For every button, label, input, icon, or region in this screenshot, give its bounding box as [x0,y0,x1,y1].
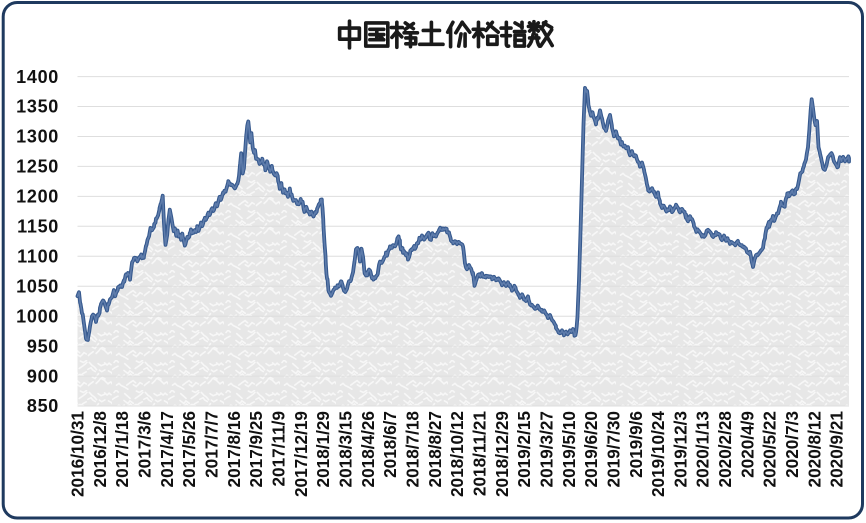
svg-text:2017/8/16: 2017/8/16 [224,411,244,487]
svg-text:2019/2/15: 2019/2/15 [514,411,534,488]
svg-text:2017/12/19: 2017/12/19 [291,411,311,497]
svg-text:2020/8/12: 2020/8/12 [804,411,824,487]
svg-text:2020/4/9: 2020/4/9 [737,411,757,478]
svg-text:2017/11/9: 2017/11/9 [269,411,289,487]
svg-text:2019/5/10: 2019/5/10 [559,411,579,487]
svg-text:1250: 1250 [16,157,59,177]
svg-text:2018/10/12: 2018/10/12 [447,411,467,497]
svg-text:1150: 1150 [17,217,59,237]
svg-text:2018/7/18: 2018/7/18 [402,411,422,488]
svg-text:2020/5/22: 2020/5/22 [760,411,780,487]
svg-text:2017/1/18: 2017/1/18 [112,411,132,488]
svg-text:1400: 1400 [16,67,59,87]
svg-text:2016/12/8: 2016/12/8 [90,411,110,488]
svg-text:1200: 1200 [16,187,59,207]
svg-text:2020/7/3: 2020/7/3 [782,411,802,478]
svg-text:2020/1/13: 2020/1/13 [693,411,713,487]
svg-text:1350: 1350 [16,97,59,117]
svg-text:2020/9/21: 2020/9/21 [827,411,847,488]
svg-text:2018/1/29: 2018/1/29 [313,411,333,487]
svg-text:2019/10/24: 2019/10/24 [648,411,668,497]
svg-text:2017/5/26: 2017/5/26 [179,411,199,487]
svg-text:2019/6/20: 2019/6/20 [581,411,601,487]
svg-text:2018/3/15: 2018/3/15 [336,411,356,488]
svg-text:2017/9/25: 2017/9/25 [246,411,266,488]
svg-text:2017/3/6: 2017/3/6 [135,411,155,478]
svg-text:1300: 1300 [16,127,59,147]
svg-text:2017/7/7: 2017/7/7 [202,411,222,478]
svg-text:2016/10/31: 2016/10/31 [68,411,88,497]
svg-text:2019/12/3: 2019/12/3 [670,411,690,487]
svg-text:2018/11/21: 2018/11/21 [469,411,489,497]
svg-text:1100: 1100 [17,247,59,267]
svg-text:2017/4/17: 2017/4/17 [157,411,177,487]
svg-text:1000: 1000 [16,306,59,326]
svg-text:2018/6/7: 2018/6/7 [380,411,400,478]
svg-text:2019/3/27: 2019/3/27 [536,411,556,487]
svg-text:2019/9/6: 2019/9/6 [626,411,646,478]
svg-text:2020/2/28: 2020/2/28 [715,411,735,488]
svg-text:2019/7/30: 2019/7/30 [603,411,623,487]
svg-text:2018/8/27: 2018/8/27 [425,411,445,487]
svg-text:950: 950 [27,336,59,356]
svg-text:2018/12/29: 2018/12/29 [492,411,512,497]
svg-text:900: 900 [27,366,59,386]
svg-text:2018/4/26: 2018/4/26 [358,411,378,487]
svg-text:1050: 1050 [16,276,59,296]
svg-text:850: 850 [27,396,59,416]
